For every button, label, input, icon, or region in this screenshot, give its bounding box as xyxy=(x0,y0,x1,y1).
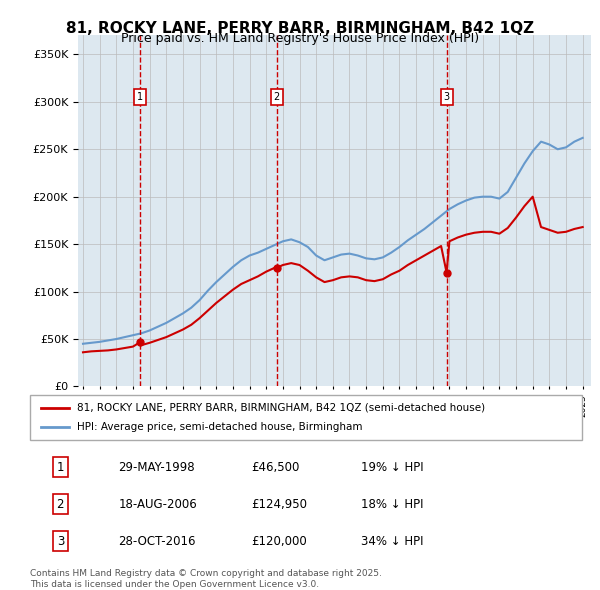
Text: Contains HM Land Registry data © Crown copyright and database right 2025.
This d: Contains HM Land Registry data © Crown c… xyxy=(30,569,382,589)
Text: £46,500: £46,500 xyxy=(251,461,299,474)
Text: 3: 3 xyxy=(443,92,449,102)
Text: £120,000: £120,000 xyxy=(251,535,307,548)
Text: 28-OCT-2016: 28-OCT-2016 xyxy=(118,535,196,548)
Text: 1: 1 xyxy=(137,92,143,102)
Text: 1: 1 xyxy=(56,461,64,474)
Text: 34% ↓ HPI: 34% ↓ HPI xyxy=(361,535,424,548)
Text: 3: 3 xyxy=(56,535,64,548)
Text: HPI: Average price, semi-detached house, Birmingham: HPI: Average price, semi-detached house,… xyxy=(77,422,362,432)
Text: 81, ROCKY LANE, PERRY BARR, BIRMINGHAM, B42 1QZ (semi-detached house): 81, ROCKY LANE, PERRY BARR, BIRMINGHAM, … xyxy=(77,403,485,412)
Text: £124,950: £124,950 xyxy=(251,497,307,511)
Text: 2: 2 xyxy=(274,92,280,102)
Text: 81, ROCKY LANE, PERRY BARR, BIRMINGHAM, B42 1QZ: 81, ROCKY LANE, PERRY BARR, BIRMINGHAM, … xyxy=(66,21,534,35)
Text: 19% ↓ HPI: 19% ↓ HPI xyxy=(361,461,424,474)
FancyBboxPatch shape xyxy=(30,395,582,440)
Text: 18-AUG-2006: 18-AUG-2006 xyxy=(118,497,197,511)
Text: Price paid vs. HM Land Registry's House Price Index (HPI): Price paid vs. HM Land Registry's House … xyxy=(121,32,479,45)
Text: 18% ↓ HPI: 18% ↓ HPI xyxy=(361,497,424,511)
Text: 2: 2 xyxy=(56,497,64,511)
Text: 29-MAY-1998: 29-MAY-1998 xyxy=(118,461,195,474)
